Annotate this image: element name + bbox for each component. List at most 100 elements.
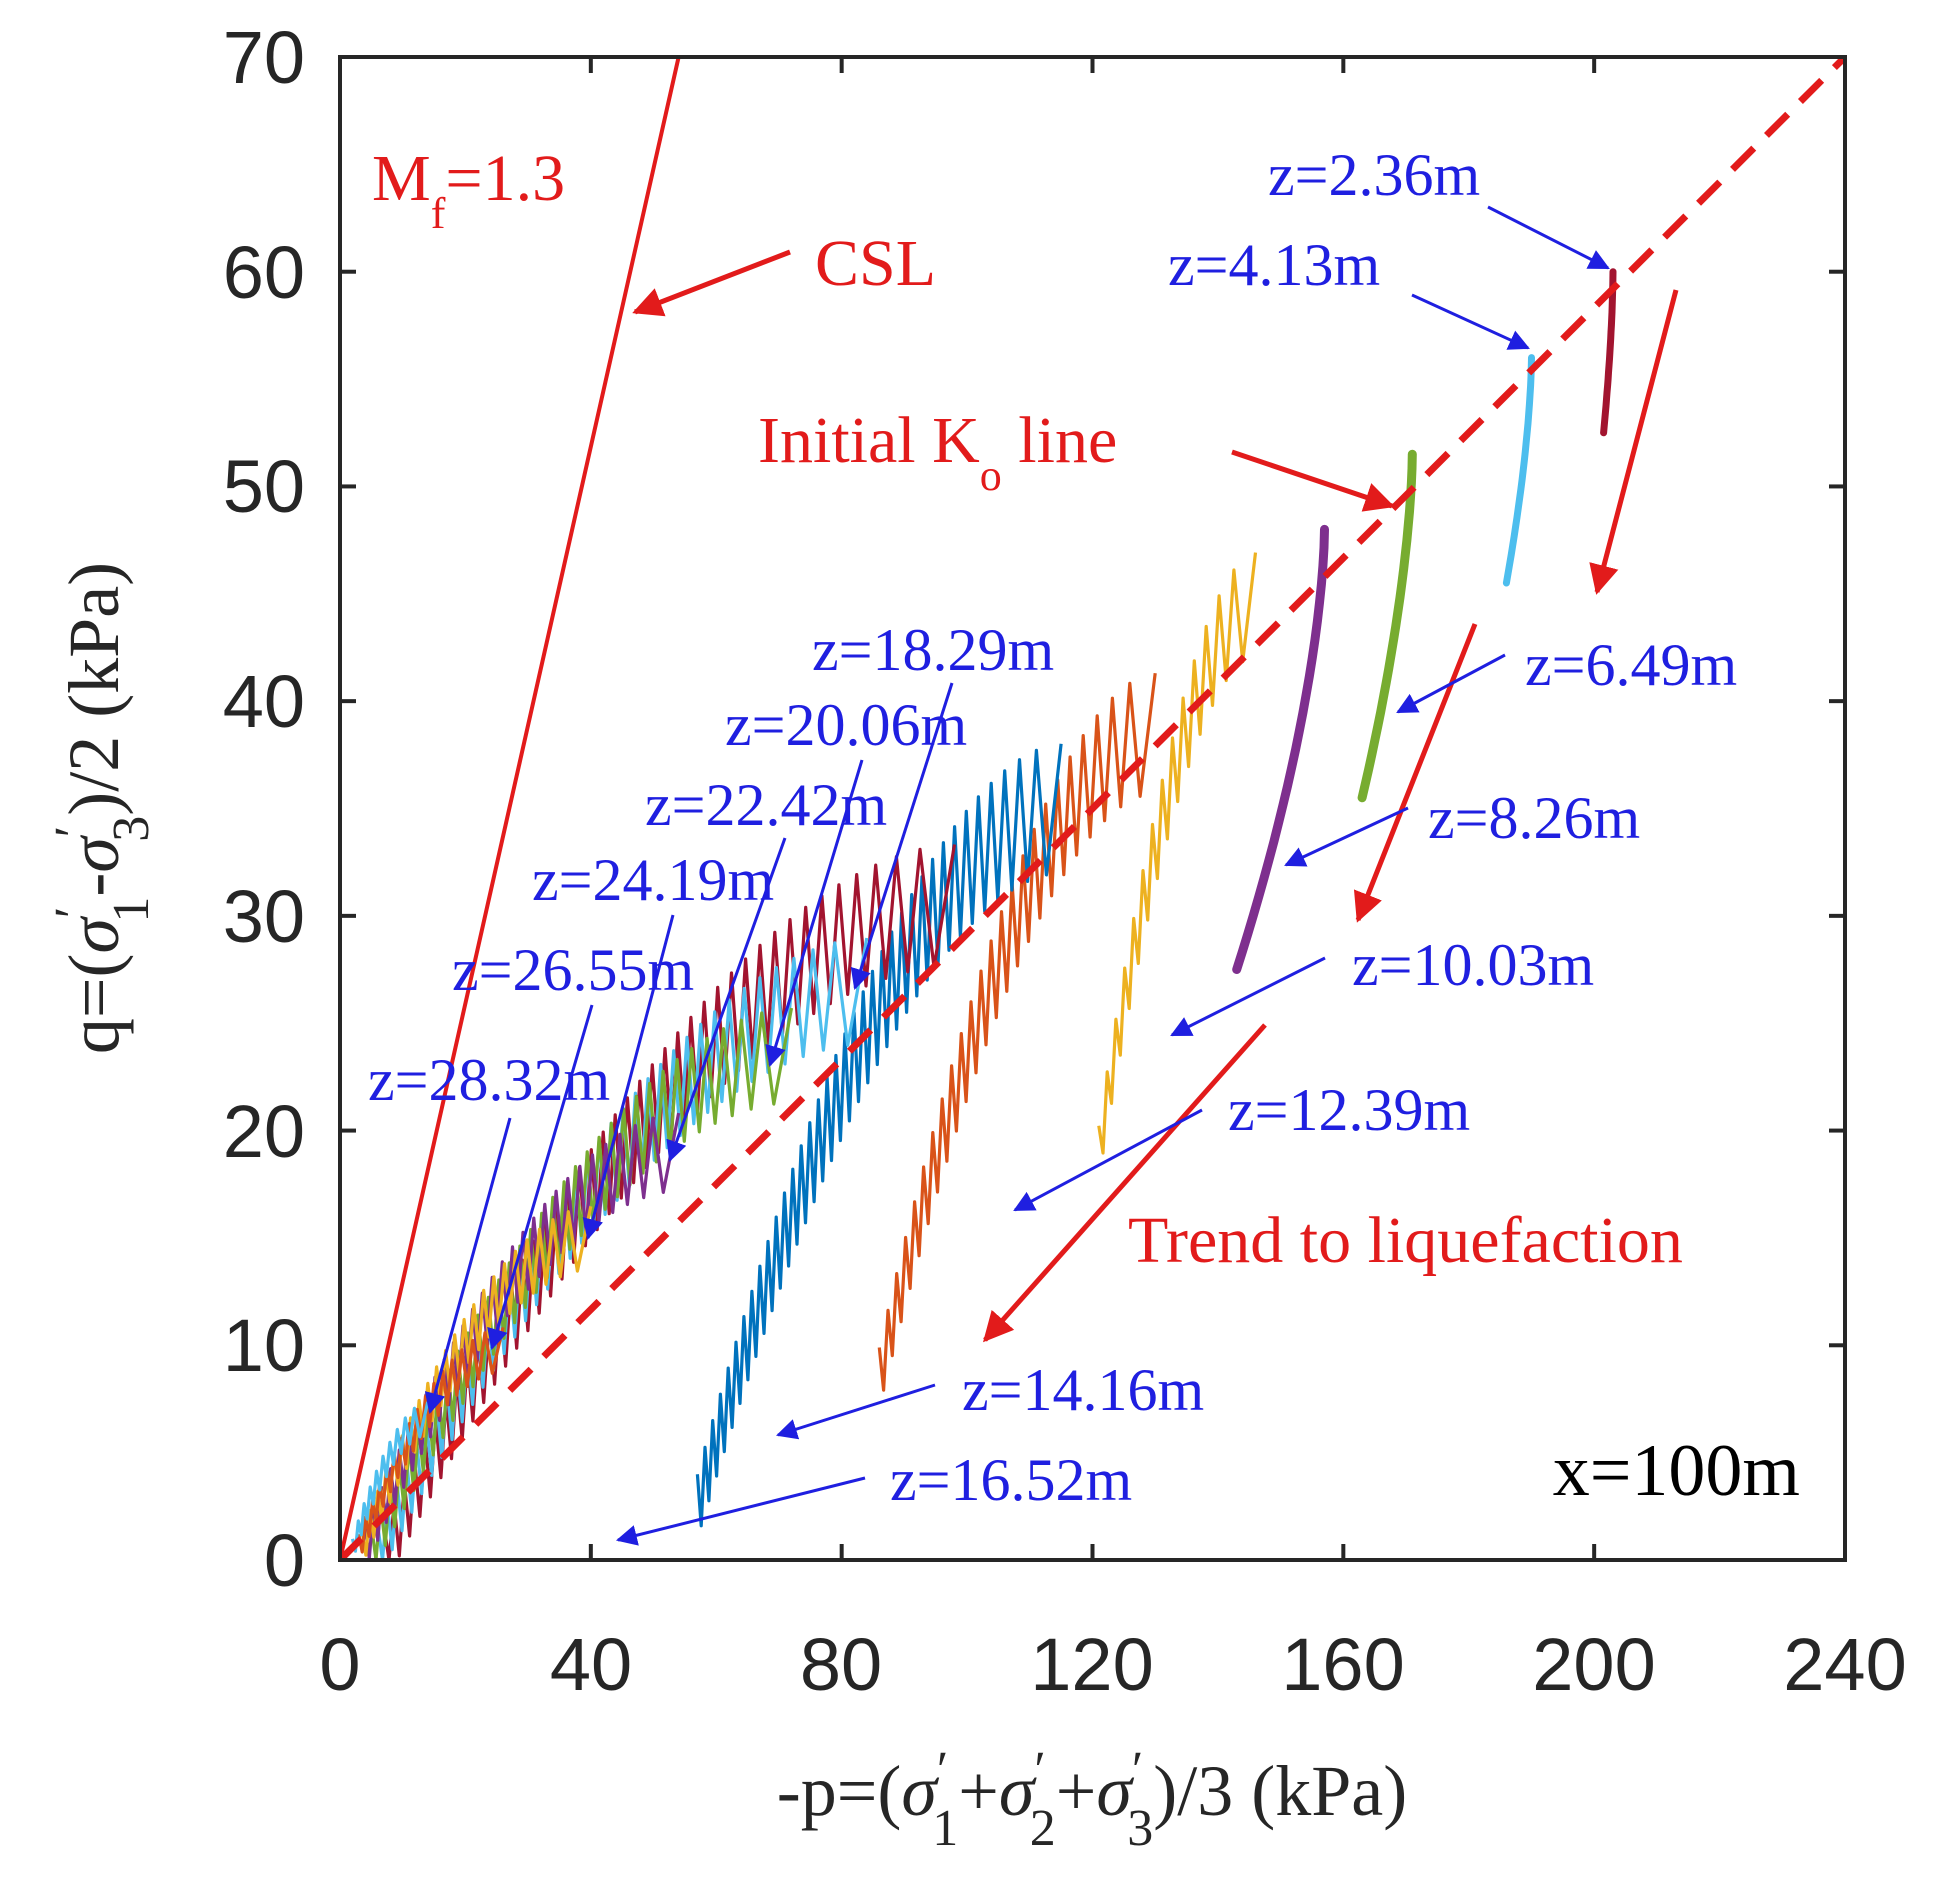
depth-label-z-10-03: z=10.03m — [1352, 932, 1594, 998]
initial-ko-line — [340, 57, 1845, 1560]
depth-arrow-z-16-52 — [615, 1476, 866, 1546]
depth-arrow-z-14-16 — [775, 1383, 936, 1440]
depth-label-z-16-52: z=16.52m — [890, 1447, 1132, 1513]
x-axis-label: -p=(σ′ 1+σ′ 2+σ′ 3)/3 (kPa) — [777, 1742, 1407, 1857]
depth-arrow-z-12-39 — [1013, 1108, 1203, 1212]
series-z-20-06m — [369, 1007, 794, 1560]
initial-ko-label-before: Initial K — [758, 404, 980, 477]
depth-label-z-26-55: z=26.55m — [452, 937, 694, 1003]
depth-arrow-z-6-49 — [1396, 653, 1506, 714]
x-axis-label-part: σ — [999, 1751, 1037, 1831]
x-axis-label-part: + — [1056, 1751, 1097, 1831]
x-axis-label-part: + — [958, 1751, 999, 1831]
depth-label-z-6-49: z=6.49m — [1525, 632, 1737, 698]
depth-arrow-z-22-42 — [666, 837, 787, 1162]
x-axis-label-part: 3 — [1127, 1800, 1153, 1857]
initial-ko-arrow — [1231, 449, 1395, 512]
x-axis-label-part: σ — [1096, 1751, 1134, 1831]
y-axis-label-part: q=( — [54, 954, 134, 1055]
series-z-12-39m — [877, 673, 1157, 1392]
y-tick-label: 20 — [223, 1090, 305, 1173]
depth-arrow-z-28-32 — [424, 1117, 512, 1415]
x-tick-label: 160 — [1281, 1623, 1404, 1706]
x-tick-labels: 0 40 80 120 160 200 240 — [319, 1623, 1906, 1706]
x-tick-label: 40 — [550, 1623, 632, 1706]
depth-label-z-14-16: z=14.16m — [962, 1357, 1204, 1423]
y-tick-label: 50 — [223, 445, 305, 528]
tick-marks — [338, 55, 1847, 1562]
depth-labels: z=2.36m z=4.13m z=6.49m z=8.26m z=10.03m… — [368, 142, 1737, 1546]
y-axis-label-part: - — [54, 873, 134, 897]
y-axis-label-part: ′ — [45, 907, 102, 918]
y-tick-label: 60 — [223, 231, 305, 314]
y-tick-label: 40 — [223, 660, 305, 743]
red-annotations: Mf=1.3 CSL Initial Ko line Trend to liqu… — [372, 142, 1683, 1343]
depth-arrow-z-2-36 — [1487, 205, 1610, 270]
x-axis-label-part: )/3 (kPa) — [1153, 1751, 1407, 1831]
y-axis-label-part: )/2 (kPa) — [54, 562, 134, 816]
depth-arrow-z-20-06 — [765, 759, 864, 1068]
series-z-18-29m — [376, 937, 869, 1560]
csl-label: CSL — [815, 227, 936, 300]
x-tick-label: 120 — [1030, 1623, 1153, 1706]
y-tick-label: 70 — [223, 16, 305, 99]
series-z-6-49m — [1357, 449, 1417, 803]
initial-ko-label-sub: o — [980, 451, 1002, 500]
x-axis-label-part: ′ — [1034, 1742, 1045, 1799]
depth-arrow-z-18-29 — [850, 682, 954, 991]
series-z-4-13m — [1502, 354, 1535, 587]
depth-arrow-z-24-19 — [582, 914, 675, 1241]
y-tick-label: 10 — [223, 1304, 305, 1387]
depth-label-z-4-13: z=4.13m — [1168, 232, 1380, 298]
mf-label-rest: =1.3 — [445, 142, 565, 215]
series-z-28-32m — [350, 1401, 430, 1553]
depth-label-z-24-19: z=24.19m — [532, 847, 774, 913]
x-tick-label: 200 — [1532, 1623, 1655, 1706]
mf-label-base: M — [372, 142, 431, 215]
depth-arrow-z-26-55 — [487, 1004, 594, 1351]
trend-arrow — [1353, 623, 1478, 923]
depth-label-z-12-39: z=12.39m — [1228, 1077, 1470, 1143]
y-axis-label-part: ′ — [45, 826, 102, 837]
y-axis-label-part: σ — [54, 835, 134, 873]
x-axis-label-part: 2 — [1030, 1800, 1056, 1857]
depth-label-z-28-32: z=28.32m — [368, 1047, 610, 1113]
trend-label: Trend to liquefaction — [1128, 1204, 1683, 1277]
depth-arrow-z-4-13 — [1411, 293, 1530, 350]
x-axis-label-part: ′ — [1132, 1742, 1143, 1799]
series-z-10-03m — [1097, 552, 1258, 1155]
series-z-2-36m — [1600, 268, 1617, 437]
x-axis-label-part: -p=( — [777, 1751, 902, 1831]
depth-label-z-2-36: z=2.36m — [1268, 142, 1480, 208]
series-z-26-55m — [357, 1327, 505, 1554]
y-axis-label-part: 1 — [103, 897, 160, 923]
y-tick-label: 0 — [264, 1519, 305, 1602]
x-axis-label-part: ′ — [937, 1742, 948, 1799]
x-position-label: x=100m — [1553, 1430, 1800, 1512]
y-tick-label: 30 — [223, 875, 305, 958]
x-tick-label: 0 — [319, 1623, 360, 1706]
y-axis-label: q=(σ′1-σ′3)/2 (kPa) — [45, 562, 160, 1054]
depth-label-z-18-29: z=18.29m — [812, 617, 1054, 683]
depth-label-z-22-42: z=22.42m — [645, 772, 887, 838]
depth-label-z-8-26: z=8.26m — [1428, 785, 1640, 851]
initial-ko-label: Initial Ko line — [758, 404, 1117, 500]
reference-lines — [340, 57, 1845, 1560]
depth-label-z-20-06: z=20.06m — [725, 692, 967, 758]
trend-arrow — [1589, 289, 1679, 595]
series-z-8-26m — [1232, 524, 1329, 974]
mf-label: Mf=1.3 — [372, 142, 565, 238]
x-axis-label-part: 1 — [932, 1800, 958, 1857]
x-tick-label: 240 — [1783, 1623, 1906, 1706]
csl-arrow — [632, 249, 791, 317]
initial-ko-label-after: line — [1002, 404, 1117, 477]
trend-arrow — [983, 1023, 1267, 1343]
y-axis-label-part: 3 — [103, 816, 160, 842]
depth-arrow-z-8-26 — [1284, 806, 1409, 867]
x-axis-label-part: σ — [901, 1751, 939, 1831]
mf-label-sub: f — [431, 189, 446, 238]
depth-arrow-z-10-03 — [1170, 956, 1326, 1037]
csl-line — [340, 57, 681, 1560]
y-tick-labels: 0 10 20 30 40 50 60 70 — [223, 16, 305, 1602]
